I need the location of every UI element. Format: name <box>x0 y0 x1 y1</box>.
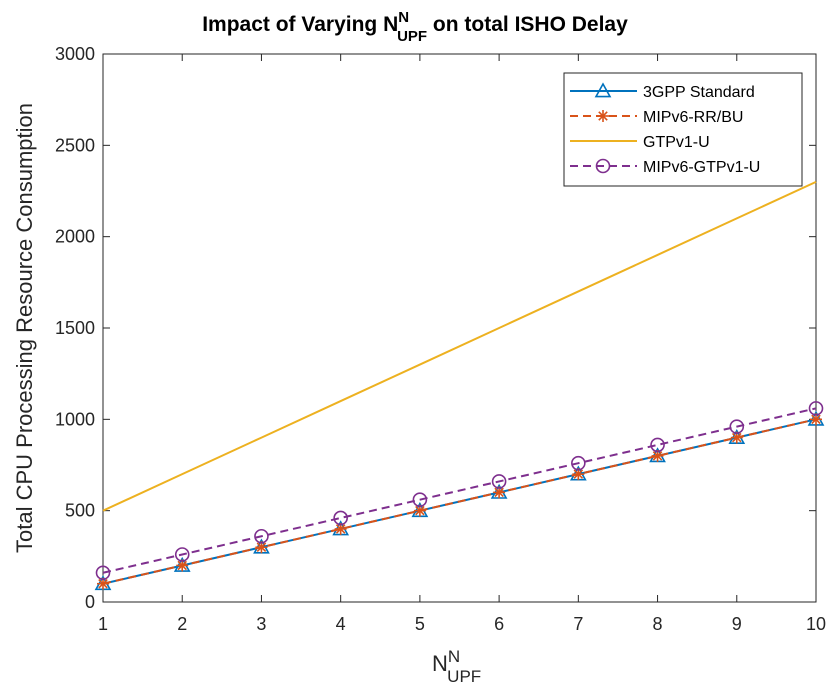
x-axis-title: NN UPF <box>432 647 481 686</box>
y-tick-label: 500 <box>65 501 95 521</box>
y-tick-label: 2000 <box>55 227 95 247</box>
legend-entry: MIPv6-GTPv1-U <box>570 158 760 176</box>
legend-entry: GTPv1-U <box>570 134 710 151</box>
x-tick-label: 7 <box>573 614 583 634</box>
series-layer <box>94 180 825 591</box>
series-gtpv1-u <box>102 180 817 512</box>
asterisk-marker <box>651 449 664 462</box>
x-axis: 1 2 3 4 5 6 7 8 9 10 <box>98 54 826 634</box>
legend-entry: MIPv6-RR/BU <box>570 109 743 126</box>
circle-marker <box>254 528 269 544</box>
series-line <box>102 407 817 574</box>
circle-marker <box>808 401 824 416</box>
circle-marker <box>650 437 665 453</box>
asterisk-marker <box>572 468 585 481</box>
legend-label: MIPv6-RR/BU <box>643 109 743 126</box>
chart-title: Impact of Varying NN UPF on total ISHO De… <box>202 9 628 45</box>
x-tick-label: 9 <box>732 614 742 634</box>
triangle-marker <box>594 82 612 98</box>
asterisk-marker <box>597 110 609 122</box>
x-tick-label: 6 <box>494 614 504 634</box>
legend: 3GPP Standard MIPv6-RR/BU GTPv1-U MIPv6-GTP… <box>563 72 803 187</box>
x-tick-label: 3 <box>256 614 266 634</box>
legend-label: MIPv6-GTPv1-U <box>643 159 760 176</box>
x-tick-label: 2 <box>177 614 187 634</box>
x-tick-label: 5 <box>415 614 425 634</box>
asterisk-marker <box>255 541 268 554</box>
y-tick-label: 0 <box>85 592 95 612</box>
x-tick-label: 1 <box>98 614 108 634</box>
x-tick-label: 8 <box>653 614 663 634</box>
circle-marker <box>95 565 111 581</box>
circle-marker <box>412 492 428 508</box>
y-tick-label: 1500 <box>55 318 95 338</box>
series-line <box>102 180 817 512</box>
y-tick-label: 3000 <box>55 44 95 64</box>
y-tick-label: 1000 <box>55 409 95 429</box>
x-tick-label: 4 <box>336 614 346 634</box>
circle-marker <box>729 419 745 434</box>
y-tick-label: 2500 <box>55 135 95 155</box>
x-tick-label: 10 <box>806 614 826 634</box>
legend-entry: 3GPP Standard <box>570 82 755 101</box>
y-axis-title: Total CPU Processing Resource Consumptio… <box>12 103 37 553</box>
circle-marker <box>491 474 507 489</box>
legend-label: 3GPP Standard <box>643 84 755 101</box>
series-mipv6-gtpv1-u <box>95 401 824 581</box>
legend-label: GTPv1-U <box>643 134 710 151</box>
circle-marker <box>571 455 586 471</box>
circle-marker <box>174 547 190 562</box>
circle-marker <box>333 510 348 526</box>
y-axis: 0 500 1000 1500 2000 2500 3000 <box>55 44 816 612</box>
series-line <box>102 418 817 585</box>
circle-marker <box>595 158 611 174</box>
